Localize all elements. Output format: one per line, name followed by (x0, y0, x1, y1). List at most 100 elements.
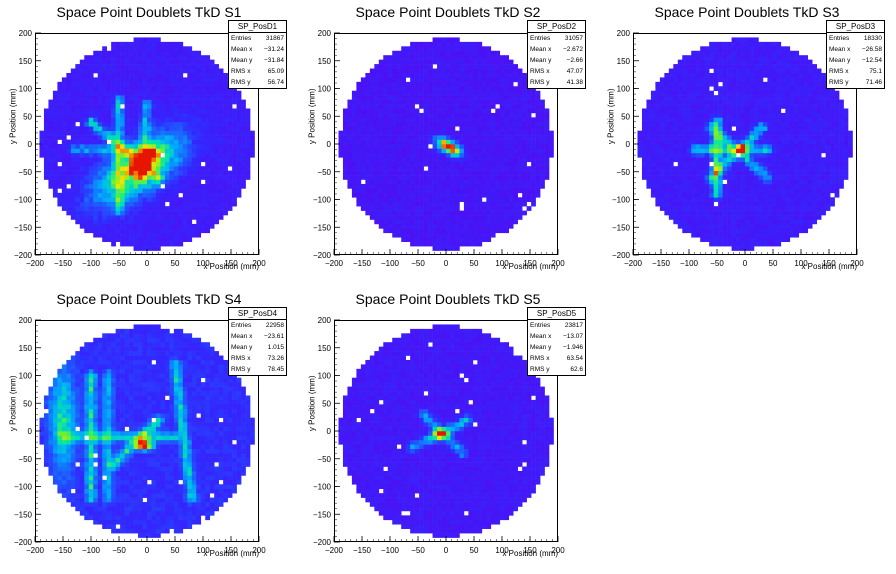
heatmap-bin (682, 223, 688, 229)
heatmap-bin (392, 228, 398, 234)
heatmap-bin (655, 192, 661, 198)
heatmap-bin (169, 77, 175, 83)
heatmap-bin (102, 223, 107, 229)
heatmap-bin (668, 112, 674, 118)
heatmap-bin (138, 175, 143, 180)
heatmap-bin (142, 241, 148, 247)
heatmap-bin (428, 117, 433, 123)
heatmap-bin (178, 144, 184, 149)
heatmap-bin (97, 206, 103, 211)
heatmap-bin (115, 192, 121, 198)
heatmap-bin (338, 144, 344, 149)
heatmap-bin (531, 161, 536, 167)
heatmap-bin (535, 112, 541, 118)
heatmap-bin (365, 148, 371, 154)
heatmap-bin (704, 157, 710, 163)
heatmap-bin (342, 130, 348, 136)
heatmap-bin (209, 152, 215, 158)
heatmap-bin (700, 210, 705, 216)
heatmap-bin (419, 175, 424, 180)
heatmap-bin (360, 175, 366, 180)
heatmap-bin (93, 68, 99, 74)
heatmap-bin (655, 95, 661, 100)
heatmap-bin (713, 223, 719, 229)
heatmap-bin (753, 86, 759, 92)
heatmap-bin (490, 59, 496, 65)
heatmap-bin (540, 112, 545, 118)
stats-label: Mean y (530, 57, 552, 64)
heatmap-bin (668, 81, 674, 87)
heatmap-bin (387, 130, 393, 136)
heatmap-bin (767, 95, 773, 100)
heatmap-bin (472, 104, 478, 109)
heatmap-bin (673, 108, 679, 114)
heatmap-bin (245, 121, 251, 127)
heatmap-bin (401, 183, 406, 189)
heatmap-bin (414, 77, 420, 83)
heatmap-bin (133, 46, 139, 52)
heatmap-bin (39, 152, 45, 158)
heatmap-bin (691, 152, 697, 158)
heatmap-bin (468, 50, 474, 56)
heatmap-bin (700, 206, 705, 211)
heatmap-bin (490, 77, 496, 83)
heatmap-bin (142, 72, 148, 78)
heatmap-bin (369, 90, 375, 96)
heatmap-bin (641, 175, 647, 180)
heatmap-bin (57, 95, 63, 100)
heatmap-bin (66, 157, 72, 163)
heatmap-bin (544, 148, 550, 154)
heatmap-bin (513, 104, 518, 109)
heatmap-bin (767, 228, 773, 234)
heatmap-bin (499, 81, 505, 87)
heatmap-bin (419, 152, 424, 158)
heatmap-bin (655, 175, 661, 180)
heatmap-bin (196, 148, 202, 154)
heatmap-bin (214, 183, 219, 189)
heatmap-bin (437, 157, 442, 163)
heatmap-bin (410, 183, 415, 189)
heatmap-bin (102, 90, 107, 96)
heatmap-bin (410, 64, 415, 69)
heatmap-bin (432, 77, 438, 83)
heatmap-bin (410, 215, 415, 220)
heatmap-bin (241, 121, 246, 127)
heatmap-bin (102, 139, 107, 145)
heatmap-bin (727, 59, 732, 65)
heatmap-bin (686, 215, 692, 220)
heatmap-bin (142, 86, 148, 92)
heatmap-bin (522, 117, 527, 123)
heatmap-bin (695, 152, 701, 158)
heatmap-bin (437, 95, 442, 100)
heatmap-bin (459, 64, 465, 69)
heatmap-bin (227, 170, 233, 176)
heatmap-bin (423, 144, 429, 149)
heatmap-bin (499, 215, 505, 220)
heatmap-bin (245, 112, 251, 118)
heatmap-bin (151, 232, 157, 238)
heatmap-bin (428, 64, 433, 69)
heatmap-bin (374, 64, 380, 69)
heatmap-bin (450, 108, 456, 114)
heatmap-bin (758, 130, 764, 136)
heatmap-bin (200, 99, 206, 105)
heatmap-bin (727, 95, 732, 100)
heatmap-bin (218, 188, 224, 194)
heatmap-bin (111, 90, 116, 96)
heatmap-bin (142, 223, 148, 229)
heatmap-bin (227, 108, 233, 114)
heatmap-bin (52, 148, 58, 154)
heatmap-bin (718, 219, 723, 225)
heatmap-bin (535, 192, 541, 198)
heatmap-bin (392, 81, 398, 87)
heatmap-bin (392, 135, 398, 140)
heatmap-bin (423, 210, 429, 216)
heatmap-bin (437, 170, 442, 176)
heatmap-bin (463, 201, 469, 207)
heatmap-bin (106, 183, 112, 189)
heatmap-bin (673, 90, 679, 96)
heatmap-bin (374, 201, 380, 207)
heatmap-bin (414, 126, 420, 131)
heatmap-bin (704, 68, 710, 74)
heatmap-bin (191, 59, 197, 65)
